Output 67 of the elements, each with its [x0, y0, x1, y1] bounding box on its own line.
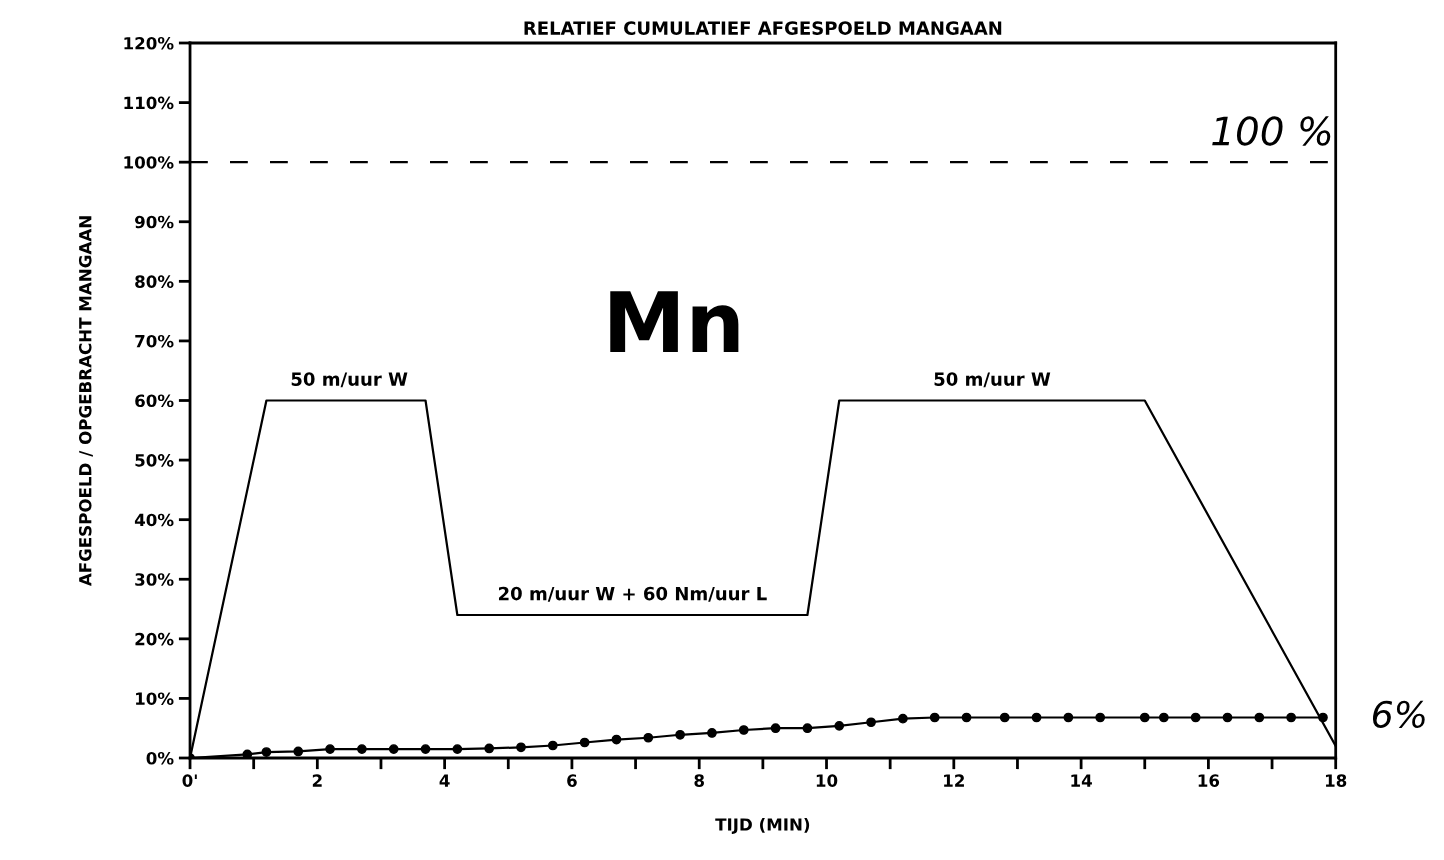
point	[516, 742, 526, 753]
y-tick-label: 100%	[124, 156, 174, 169]
point	[1031, 712, 1042, 723]
point	[325, 744, 335, 754]
point	[452, 744, 463, 754]
point	[999, 712, 1010, 723]
y-tick-label: 0%	[146, 751, 174, 765]
y-tick-label: 10%	[136, 692, 174, 705]
y-axis-title: AFGESPOELD / OPGEBRACHT MANGAAN	[78, 216, 93, 587]
point	[388, 744, 399, 754]
annotation: 50 m/uur W	[934, 372, 1051, 388]
point	[834, 720, 845, 731]
point	[293, 746, 304, 757]
x-tick-label: 16	[1198, 774, 1220, 787]
point	[961, 712, 972, 723]
x-tick-label: 10	[816, 774, 838, 787]
point	[1222, 712, 1233, 723]
point	[929, 712, 940, 723]
x-tick-label: 6	[567, 774, 577, 787]
x-tick-label: 0'	[182, 774, 197, 787]
point	[484, 743, 495, 754]
y-tick-label: 50%	[135, 454, 174, 467]
point	[547, 740, 558, 751]
point	[1254, 712, 1265, 723]
point	[675, 729, 685, 740]
point	[1095, 712, 1106, 723]
x-tick-label: 8	[694, 774, 704, 787]
annotation: 20 m/uur W + 60 Nm/uur L	[498, 586, 767, 602]
annotation: 50 m/uur W	[291, 372, 408, 388]
y-tick-label: 80%	[135, 275, 174, 288]
x-tick-label: 12	[944, 774, 964, 787]
point	[1063, 712, 1074, 723]
x-tick-label: 4	[439, 774, 450, 787]
point	[1139, 712, 1150, 723]
x-tick-label: 2	[312, 774, 322, 787]
y-tick-label: 40%	[134, 513, 174, 527]
point	[898, 713, 908, 724]
point	[643, 732, 654, 743]
point	[1286, 712, 1297, 723]
x-tick-label: 14	[1071, 774, 1092, 787]
chart-title: RELATIEF CUMULATIEF AFGESPOELD MANGAAN	[524, 21, 1002, 35]
text: 6%	[1372, 700, 1425, 728]
point	[866, 717, 876, 728]
point	[357, 744, 367, 754]
y-tick-label: 90%	[135, 215, 174, 229]
point	[242, 749, 253, 758]
x-axis-title: TIJD (MIN)	[715, 817, 810, 834]
point	[802, 723, 813, 734]
y-tick-label: 60%	[135, 394, 174, 408]
annotation: Mn	[610, 291, 739, 352]
point	[707, 728, 717, 738]
point	[1318, 712, 1328, 723]
point	[770, 723, 781, 734]
point	[579, 737, 590, 748]
y-tick-label: 70%	[135, 334, 174, 348]
point	[420, 744, 431, 754]
point	[1190, 712, 1201, 723]
ref-line-label: 100 %	[1212, 116, 1331, 146]
y-tick-label: 110%	[124, 96, 174, 110]
point	[611, 734, 622, 745]
point	[738, 725, 749, 735]
x-tick-label: 18	[1325, 774, 1347, 787]
y-tick-label: 20%	[135, 632, 174, 646]
y-tick-label: 30%	[135, 573, 174, 586]
point	[1158, 712, 1169, 723]
y-tick-label: 120%	[124, 36, 174, 50]
point	[261, 747, 272, 757]
